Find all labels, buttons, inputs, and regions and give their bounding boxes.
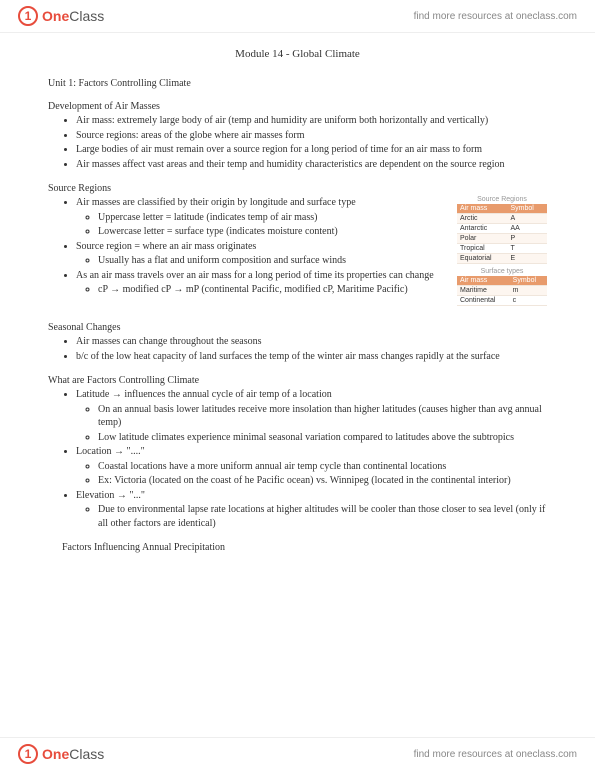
header: OneClass find more resources at oneclass… bbox=[0, 0, 595, 33]
list-item: On an annual basis lower latitudes recei… bbox=[98, 403, 547, 430]
list-text: Source region = where an air mass origin… bbox=[76, 241, 256, 252]
list-item: Air masses can change throughout the sea… bbox=[76, 335, 547, 349]
table-cell: Polar bbox=[457, 234, 508, 244]
footer-tagline: find more resources at oneclass.com bbox=[414, 749, 577, 760]
table-cell: Equatorial bbox=[457, 254, 508, 264]
precip-heading: Factors Influencing Annual Precipitation bbox=[62, 542, 547, 553]
factors-list: Latitude → influences the annual cycle o… bbox=[48, 388, 547, 530]
table-cell: Continental bbox=[457, 296, 510, 306]
factors-heading: What are Factors Controlling Climate bbox=[48, 375, 547, 386]
table-cell: Arctic bbox=[457, 214, 508, 224]
footer: OneClass find more resources at oneclass… bbox=[0, 737, 595, 770]
table-header: Air mass bbox=[457, 276, 510, 286]
table-cell: T bbox=[508, 244, 548, 254]
list-text: As an air mass travels over an air mass … bbox=[76, 270, 434, 281]
table-cell: Maritime bbox=[457, 286, 510, 296]
list-item: Latitude → influences the annual cycle o… bbox=[76, 388, 547, 444]
table-cell: P bbox=[508, 234, 548, 244]
source-heading: Source Regions bbox=[48, 183, 547, 194]
header-tagline: find more resources at oneclass.com bbox=[414, 11, 577, 22]
list-item: Source regions: areas of the globe where… bbox=[76, 129, 547, 143]
surface-table: Surface types Air massSymbol Maritimem C… bbox=[457, 268, 547, 306]
list-text: Air masses are classified by their origi… bbox=[76, 197, 356, 208]
table-caption: Source Regions bbox=[457, 196, 547, 204]
list-item: Ex: Victoria (located on the coast of he… bbox=[98, 474, 547, 488]
list-text: Location → "...." bbox=[76, 446, 145, 457]
list-item: Elevation → "..." Due to environmental l… bbox=[76, 489, 547, 531]
list-item: Air masses affect vast areas and their t… bbox=[76, 158, 547, 172]
table-header: Symbol bbox=[510, 276, 547, 286]
table-cell: c bbox=[510, 296, 547, 306]
table-cell: Antarctic bbox=[457, 224, 508, 234]
regions-table: Source Regions Air massSymbol ArcticA An… bbox=[457, 196, 547, 264]
table-caption: Surface types bbox=[457, 268, 547, 276]
table-header: Symbol bbox=[508, 204, 548, 214]
dev-heading: Development of Air Masses bbox=[48, 101, 547, 112]
logo-icon bbox=[18, 744, 38, 764]
list-text: Latitude → influences the annual cycle o… bbox=[76, 389, 332, 400]
list-item: Location → "...." Coastal locations have… bbox=[76, 445, 547, 488]
page-title: Module 14 - Global Climate bbox=[48, 48, 547, 60]
list-item: Air mass: extremely large body of air (t… bbox=[76, 114, 547, 128]
table-cell: E bbox=[508, 254, 548, 264]
seasonal-list: Air masses can change throughout the sea… bbox=[48, 335, 547, 363]
logo: OneClass bbox=[18, 6, 104, 26]
dev-list: Air mass: extremely large body of air (t… bbox=[48, 114, 547, 171]
list-item: Large bodies of air must remain over a s… bbox=[76, 143, 547, 157]
table-cell: Tropical bbox=[457, 244, 508, 254]
list-item: Coastal locations have a more uniform an… bbox=[98, 460, 547, 474]
side-tables: Source Regions Air massSymbol ArcticA An… bbox=[457, 196, 547, 310]
unit1-heading: Unit 1: Factors Controlling Climate bbox=[48, 78, 547, 89]
table-header: Air mass bbox=[457, 204, 508, 214]
logo-text: OneClass bbox=[42, 8, 104, 24]
logo: OneClass bbox=[18, 744, 104, 764]
list-item: Due to environmental lapse rate location… bbox=[98, 503, 547, 530]
list-item: b/c of the low heat capacity of land sur… bbox=[76, 350, 547, 364]
page-content: Module 14 - Global Climate Unit 1: Facto… bbox=[48, 38, 547, 732]
table-cell: m bbox=[510, 286, 547, 296]
logo-text: OneClass bbox=[42, 746, 104, 762]
seasonal-heading: Seasonal Changes bbox=[48, 322, 547, 333]
table-cell: A bbox=[508, 214, 548, 224]
table-cell: AA bbox=[508, 224, 548, 234]
logo-icon bbox=[18, 6, 38, 26]
list-item: Low latitude climates experience minimal… bbox=[98, 431, 547, 445]
list-text: Elevation → "..." bbox=[76, 490, 145, 501]
